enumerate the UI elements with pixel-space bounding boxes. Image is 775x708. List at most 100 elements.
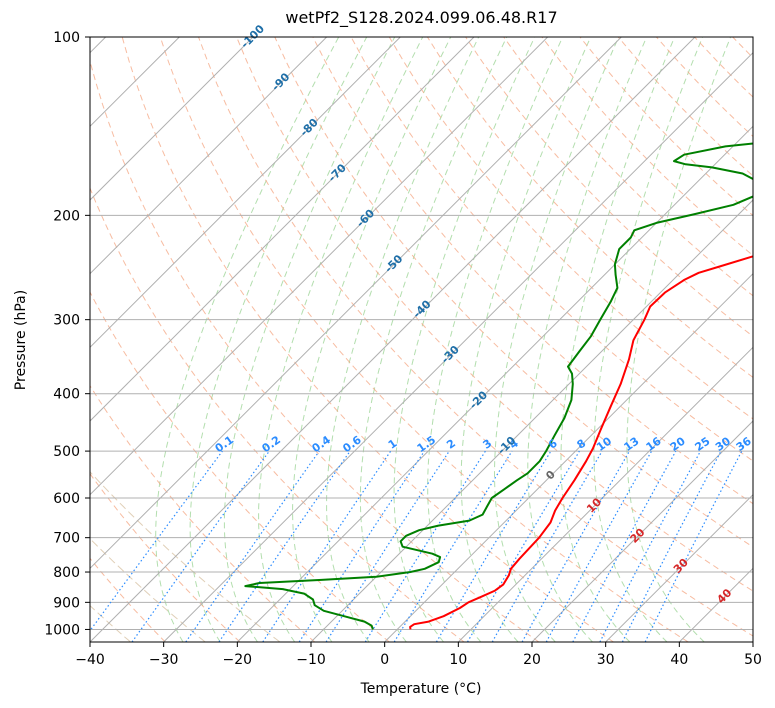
dry-adiabat-line xyxy=(274,37,753,548)
y-tick-label: 300 xyxy=(53,313,80,329)
y-tick-label: 200 xyxy=(53,208,80,224)
isotherm-line xyxy=(457,346,753,642)
moist-adiabat-line xyxy=(326,37,480,642)
mixing-ratio-label: 1.5 xyxy=(415,433,438,455)
x-axis-label: Temperature (°C) xyxy=(360,681,482,697)
moist-adiabat-line xyxy=(189,37,368,642)
dry-adiabat-line xyxy=(388,37,753,420)
isotherm-line xyxy=(90,37,622,570)
isotherm-line xyxy=(531,420,753,642)
mixing-ratio-line xyxy=(131,450,270,642)
x-tick-label: 20 xyxy=(523,652,541,668)
dry-adiabat-line xyxy=(426,37,753,378)
mixing-ratio-line xyxy=(572,450,677,642)
mixing-ratio-label: 0.4 xyxy=(310,433,334,455)
mixing-ratio-label: 0.1 xyxy=(213,433,236,455)
dry-adiabat-line xyxy=(90,186,465,642)
mixing-ratio-line xyxy=(325,450,450,642)
mixing-ratio-line xyxy=(435,450,552,642)
y-tick-label: 400 xyxy=(53,387,80,403)
isotherm-line xyxy=(90,37,696,642)
moist-adiabat-line xyxy=(359,37,508,642)
mixing-ratio-line xyxy=(545,450,653,642)
mixing-ratio-line xyxy=(599,450,702,642)
dry-adiabat-line xyxy=(541,37,753,257)
mixing-ratio-line xyxy=(521,450,631,642)
isotherm-line xyxy=(752,641,753,642)
mixing-ratio-line xyxy=(262,450,392,642)
dry-adiabat-line xyxy=(159,37,689,642)
mixing-ratio-label: 3 xyxy=(481,437,495,452)
isotherm-label: -30 xyxy=(439,343,462,366)
isotherm-line xyxy=(310,199,753,642)
plot-frame xyxy=(89,36,754,643)
dry-adiabat-line xyxy=(771,37,775,642)
isotherm-label: -90 xyxy=(269,70,292,93)
x-tick-label: −10 xyxy=(296,652,326,668)
x-tick-label: −40 xyxy=(75,652,105,668)
isotherm-line xyxy=(678,567,753,642)
dry-adiabat-line xyxy=(90,384,316,642)
mixing-ratio-line xyxy=(393,450,513,642)
isotherm-line xyxy=(90,37,549,496)
isotherm-line xyxy=(163,51,753,642)
x-tick-label: 30 xyxy=(597,652,615,668)
temperature-profile-line xyxy=(409,255,753,630)
x-tick-label: −20 xyxy=(223,652,253,668)
mixing-ratio-label: 2 xyxy=(444,437,458,452)
dry-adiabat-line xyxy=(465,37,753,338)
y-tick-label: 700 xyxy=(53,531,80,547)
isotherm-line xyxy=(384,272,753,642)
x-tick-label: 40 xyxy=(670,652,688,668)
dry-adiabat-line xyxy=(90,291,390,642)
dry-adiabat-line xyxy=(90,472,241,642)
mixing-ratio-line xyxy=(621,450,722,642)
dry-adiabat-line xyxy=(90,59,540,642)
isotherm-line xyxy=(90,37,254,201)
moist-adiabat-line xyxy=(494,37,620,642)
mixing-ratio-line xyxy=(644,450,743,642)
y-tick-label: 900 xyxy=(53,595,80,611)
y-tick-label: 800 xyxy=(53,565,80,581)
mixing-ratio-line xyxy=(298,450,425,642)
dry-adiabat-line xyxy=(236,37,753,592)
moist-adiabat-line xyxy=(460,37,592,642)
y-tick-label: 1000 xyxy=(44,622,80,638)
isotherm-line xyxy=(236,125,753,642)
isotherm-label: 0 xyxy=(543,468,558,483)
theta-e-line xyxy=(90,471,281,642)
y-axis-label: Pressure (hPa) xyxy=(13,290,29,390)
isotherm-line xyxy=(90,37,328,275)
isotherm-line xyxy=(605,493,753,642)
dry-adiabat-line xyxy=(694,37,753,98)
mixing-ratio-label: 6 xyxy=(546,437,560,452)
x-tick-label: −30 xyxy=(149,652,179,668)
x-tick-label: 0 xyxy=(380,652,389,668)
profile-series xyxy=(244,142,753,630)
chart-title: wetPf2_S128.2024.099.06.48.R17 xyxy=(285,8,558,27)
y-tick-label: 600 xyxy=(53,491,80,507)
mixing-ratio-line xyxy=(218,450,351,642)
moist-adiabat-line xyxy=(427,37,564,642)
axes: −40 −30 −20 −10 0 10 20 30 40 5010020030040050060… xyxy=(44,30,762,668)
x-tick-label: 50 xyxy=(744,652,762,668)
moist-adiabat-line xyxy=(258,37,424,642)
y-tick-label: 100 xyxy=(53,30,80,46)
moist-adiabat-line xyxy=(593,37,704,642)
moist-adiabat-line xyxy=(560,37,676,642)
dry-adiabat-line xyxy=(656,37,753,138)
isotherm-line xyxy=(90,37,475,422)
dry-adiabat-line xyxy=(732,37,753,59)
moist-adiabat-line xyxy=(626,37,732,642)
dry-adiabat-line xyxy=(350,37,753,462)
mixing-ratio-label: 0.6 xyxy=(340,433,364,455)
isotherm-line xyxy=(90,37,401,349)
theta-e-line xyxy=(90,538,206,642)
mixing-ratio-line xyxy=(90,450,223,632)
y-tick-label: 500 xyxy=(53,444,80,460)
dry-adiabat-line xyxy=(503,37,753,297)
mixing-ratio-line xyxy=(364,450,486,642)
moist-adiabat-line xyxy=(527,37,648,642)
moist-adiabat-line xyxy=(155,37,340,642)
